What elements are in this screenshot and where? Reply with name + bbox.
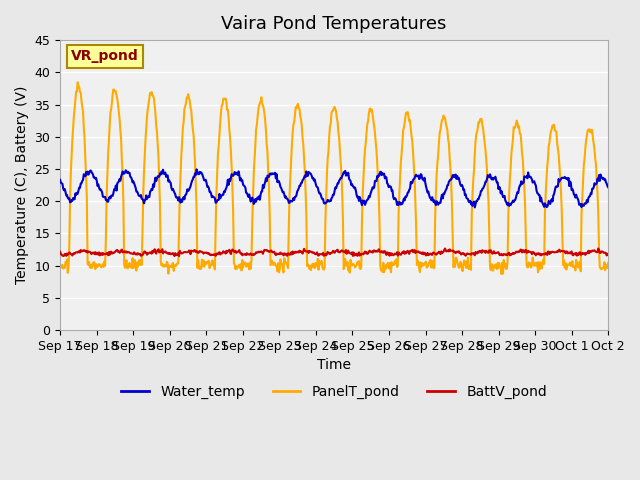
X-axis label: Time: Time (317, 359, 351, 372)
Text: VR_pond: VR_pond (71, 49, 139, 63)
Legend: Water_temp, PanelT_pond, BattV_pond: Water_temp, PanelT_pond, BattV_pond (116, 379, 552, 404)
Title: Vaira Pond Temperatures: Vaira Pond Temperatures (221, 15, 447, 33)
Y-axis label: Temperature (C), Battery (V): Temperature (C), Battery (V) (15, 86, 29, 284)
